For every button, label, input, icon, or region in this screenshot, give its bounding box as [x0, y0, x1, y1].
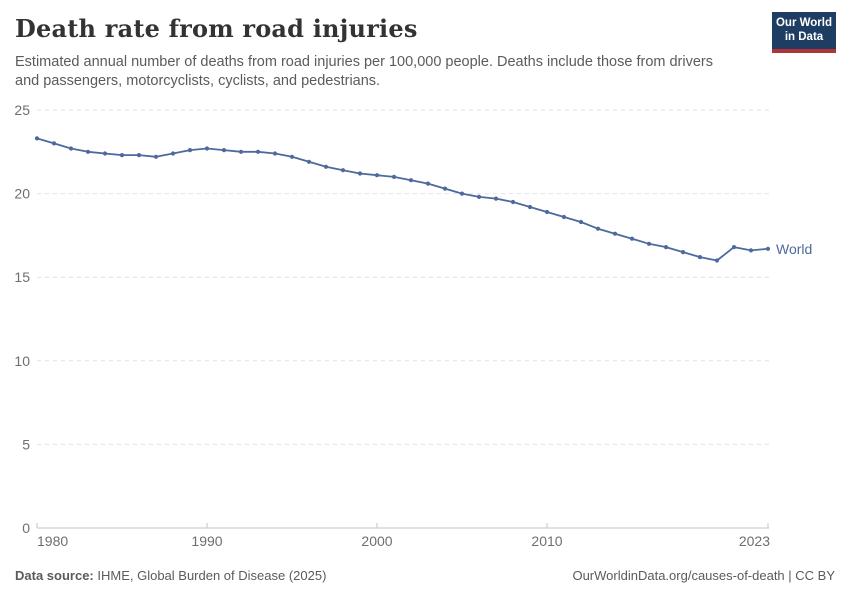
data-point	[595, 226, 601, 231]
data-point	[289, 154, 295, 159]
data-point	[272, 151, 278, 156]
data-point	[578, 219, 584, 225]
data-source-text: IHME, Global Burden of Disease (2025)	[93, 568, 327, 583]
data-point	[153, 154, 159, 159]
gridlines	[37, 109, 769, 445]
chart-subtitle: Estimated annual number of deaths from r…	[15, 53, 760, 90]
data-point	[221, 148, 227, 153]
data-point	[170, 151, 176, 156]
data-point	[425, 181, 431, 186]
y-axis-tick-label: 25	[14, 102, 30, 118]
x-axis-tick-label: 1990	[191, 533, 222, 549]
data-series-world	[34, 136, 771, 263]
data-point	[510, 199, 516, 205]
data-point	[544, 209, 550, 215]
data-point	[119, 153, 125, 158]
y-axis-tick-label: 20	[14, 186, 30, 202]
data-source-note: Data source: IHME, Global Burden of Dise…	[15, 568, 326, 583]
footer: Data source: IHME, Global Burden of Dise…	[15, 568, 835, 583]
chart-subtitle-line-2: and passengers, motorcyclists, cyclists,…	[15, 72, 381, 89]
data-point	[136, 153, 142, 158]
data-point	[187, 148, 193, 153]
data-point	[68, 146, 74, 151]
data-point	[391, 174, 397, 179]
data-point	[731, 245, 737, 250]
x-axis-tick-label: 1980	[37, 533, 68, 549]
line-chart: 0 5 10 15 20 25 1980 1990 2000 2010 2023 World	[14, 102, 812, 549]
y-axis-tick-label: 15	[14, 269, 30, 285]
data-point	[323, 164, 329, 169]
data-point	[459, 191, 465, 196]
y-axis-tick-label: 5	[22, 436, 30, 452]
data-point	[85, 149, 91, 154]
x-axis-tick-label: 2010	[531, 533, 562, 549]
data-point	[680, 250, 686, 255]
owid-logo-text: Our World in Data	[772, 12, 836, 49]
data-point	[476, 194, 482, 199]
data-point	[714, 258, 720, 263]
page-title: Death rate from road injuries	[15, 14, 418, 43]
data-point	[629, 236, 635, 241]
data-point	[765, 246, 771, 251]
data-point	[527, 204, 533, 210]
x-axis-tick-label: 2023	[739, 533, 770, 549]
y-axis-tick-label: 0	[22, 520, 30, 536]
owid-logo[interactable]: Our World in Data	[772, 12, 836, 53]
series-line-world	[36, 137, 769, 262]
data-point	[646, 241, 652, 246]
series-end-labels: World	[776, 241, 812, 257]
data-point	[374, 173, 380, 178]
data-point	[34, 136, 40, 141]
data-point	[561, 214, 567, 220]
x-axis-tick-label: 2000	[361, 533, 392, 549]
data-point	[102, 151, 108, 156]
y-axis-tick-label: 10	[14, 353, 30, 369]
data-point	[748, 248, 754, 253]
owid-logo-accent-bar	[772, 49, 836, 53]
data-source-label: Data source:	[15, 568, 94, 583]
data-point	[306, 159, 312, 164]
data-point	[408, 178, 414, 183]
data-point	[697, 255, 703, 260]
data-point	[612, 231, 618, 236]
data-point	[442, 186, 448, 191]
data-point	[493, 196, 499, 201]
license-link[interactable]: OurWorldinData.org/causes-of-death | CC …	[572, 568, 835, 583]
chart-subtitle-line-1: Estimated annual number of deaths from r…	[15, 54, 714, 70]
series-label-world[interactable]: World	[776, 241, 812, 257]
data-point	[51, 141, 57, 146]
data-point	[238, 149, 244, 154]
data-point	[357, 171, 363, 176]
data-point	[255, 149, 261, 154]
data-point	[663, 245, 669, 250]
data-point	[340, 168, 346, 173]
data-point	[204, 146, 210, 151]
axes: 0 5 10 15 20 25 1980 1990 2000 2010 2023	[14, 102, 770, 549]
